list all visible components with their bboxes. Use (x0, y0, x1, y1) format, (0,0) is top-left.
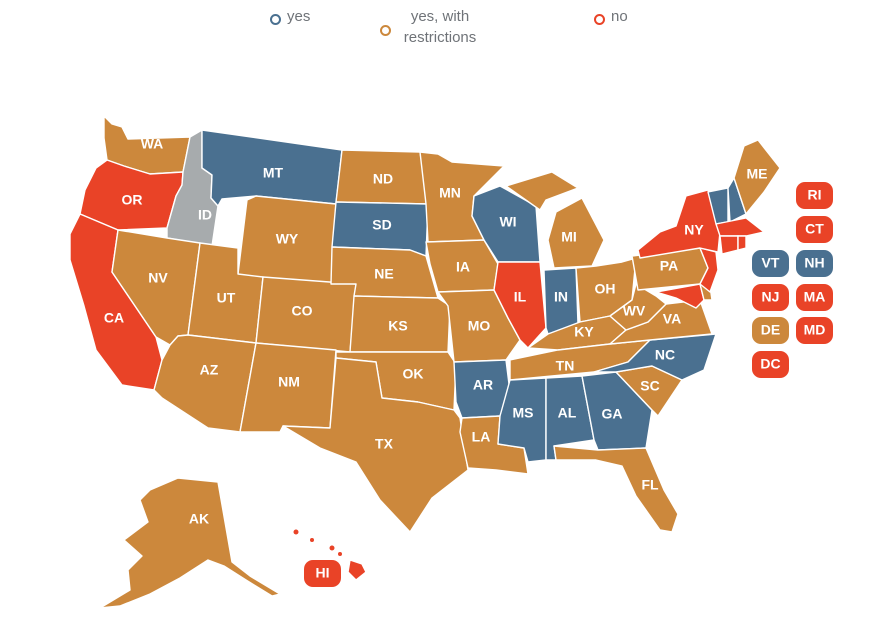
label-fl: FL (641, 477, 659, 493)
label-il: IL (514, 289, 527, 305)
label-sd: SD (372, 217, 391, 233)
state-wv[interactable] (609, 283, 667, 331)
label-nd: ND (373, 171, 393, 187)
label-ia: IA (456, 259, 470, 275)
label-wi: WI (499, 214, 516, 230)
badge-nh[interactable]: NH (796, 250, 833, 277)
label-az: AZ (200, 362, 219, 378)
badge-ma[interactable]: MA (796, 284, 833, 311)
label-la: LA (472, 429, 491, 445)
badge-nj[interactable]: NJ (752, 284, 789, 311)
label-nm: NM (278, 374, 300, 390)
state-me[interactable] (733, 139, 781, 215)
map-legend: yes yes, with restrictions no (0, 6, 877, 56)
label-co: CO (292, 303, 313, 319)
state-labels: WA OR CA ID NV MT WY UT AZ CO NM ND SD N… (104, 136, 768, 527)
label-wy: WY (276, 231, 299, 247)
label-ky: KY (574, 324, 594, 340)
label-ny: NY (684, 222, 704, 238)
state-ks[interactable] (349, 295, 451, 353)
label-tn: TN (556, 358, 575, 374)
badge-nj-label: NJ (762, 289, 780, 305)
label-ca: CA (104, 310, 124, 326)
badge-de[interactable]: DE (752, 317, 789, 344)
label-ks: KS (388, 318, 407, 334)
label-nc: NC (655, 347, 675, 363)
label-pa: PA (660, 258, 678, 274)
badge-vt-label: VT (762, 255, 780, 271)
label-ne: NE (374, 266, 393, 282)
legend-item-restricted[interactable]: yes, with restrictions (380, 6, 483, 48)
badge-ct-label: CT (805, 221, 824, 237)
label-ga: GA (602, 406, 623, 422)
label-tx: TX (375, 436, 394, 452)
small-state-badges: RI CT VT NH NJ MA DE MD (304, 182, 833, 587)
label-nv: NV (148, 270, 168, 286)
state-tx[interactable] (282, 357, 469, 533)
label-oh: OH (595, 281, 616, 297)
label-in: IN (554, 289, 568, 305)
legend-dot-restricted-icon (380, 25, 391, 36)
label-sc: SC (640, 378, 659, 394)
label-va: VA (663, 311, 681, 327)
label-al: AL (558, 405, 577, 421)
label-ut: UT (217, 290, 236, 306)
label-mt: MT (263, 165, 284, 181)
legend-dot-no-icon (594, 14, 605, 25)
label-ar: AR (473, 377, 493, 393)
state-il[interactable] (493, 261, 547, 349)
state-az[interactable] (153, 334, 257, 433)
state-ri[interactable] (737, 235, 747, 251)
badge-md[interactable]: MD (796, 317, 833, 344)
badge-hi[interactable]: HI (304, 560, 341, 587)
badge-ct[interactable]: CT (796, 216, 833, 243)
badge-ma-label: MA (804, 289, 826, 305)
state-ny[interactable] (637, 189, 721, 259)
state-fl[interactable] (553, 445, 679, 533)
badge-md-label: MD (804, 322, 826, 338)
legend-label-no: no (611, 8, 628, 25)
badge-ri[interactable]: RI (796, 182, 833, 209)
legend-label-restricted: yes, with restrictions (403, 8, 477, 46)
label-mo: MO (468, 318, 491, 334)
legend-dot-yes-icon (270, 14, 281, 25)
legend-label-yes: yes (287, 8, 311, 25)
badge-de-label: DE (761, 322, 780, 338)
label-mi: MI (561, 229, 577, 245)
label-me: ME (747, 166, 768, 182)
state-nc[interactable] (593, 333, 717, 381)
legend-item-no[interactable]: no (594, 6, 628, 27)
label-wa: WA (141, 136, 164, 152)
label-ak: AK (189, 511, 209, 527)
badge-vt[interactable]: VT (752, 250, 789, 277)
badge-ri-label: RI (808, 187, 822, 203)
label-or: OR (122, 192, 143, 208)
badge-nh-label: NH (804, 255, 824, 271)
label-wv: WV (623, 303, 646, 319)
state-hi[interactable] (293, 529, 367, 581)
badge-dc-label: DC (760, 356, 780, 372)
state-ak[interactable] (99, 477, 281, 609)
badge-hi-label: HI (316, 565, 330, 581)
badge-dc[interactable]: DC (752, 351, 789, 378)
label-ms: MS (513, 405, 534, 421)
state-md[interactable] (655, 283, 705, 309)
state-ma[interactable] (715, 217, 765, 237)
label-mn: MN (439, 185, 461, 201)
label-ok: OK (403, 366, 424, 382)
state-ct[interactable] (719, 235, 739, 255)
label-id: ID (198, 207, 212, 223)
legend-item-yes[interactable]: yes (270, 6, 310, 27)
